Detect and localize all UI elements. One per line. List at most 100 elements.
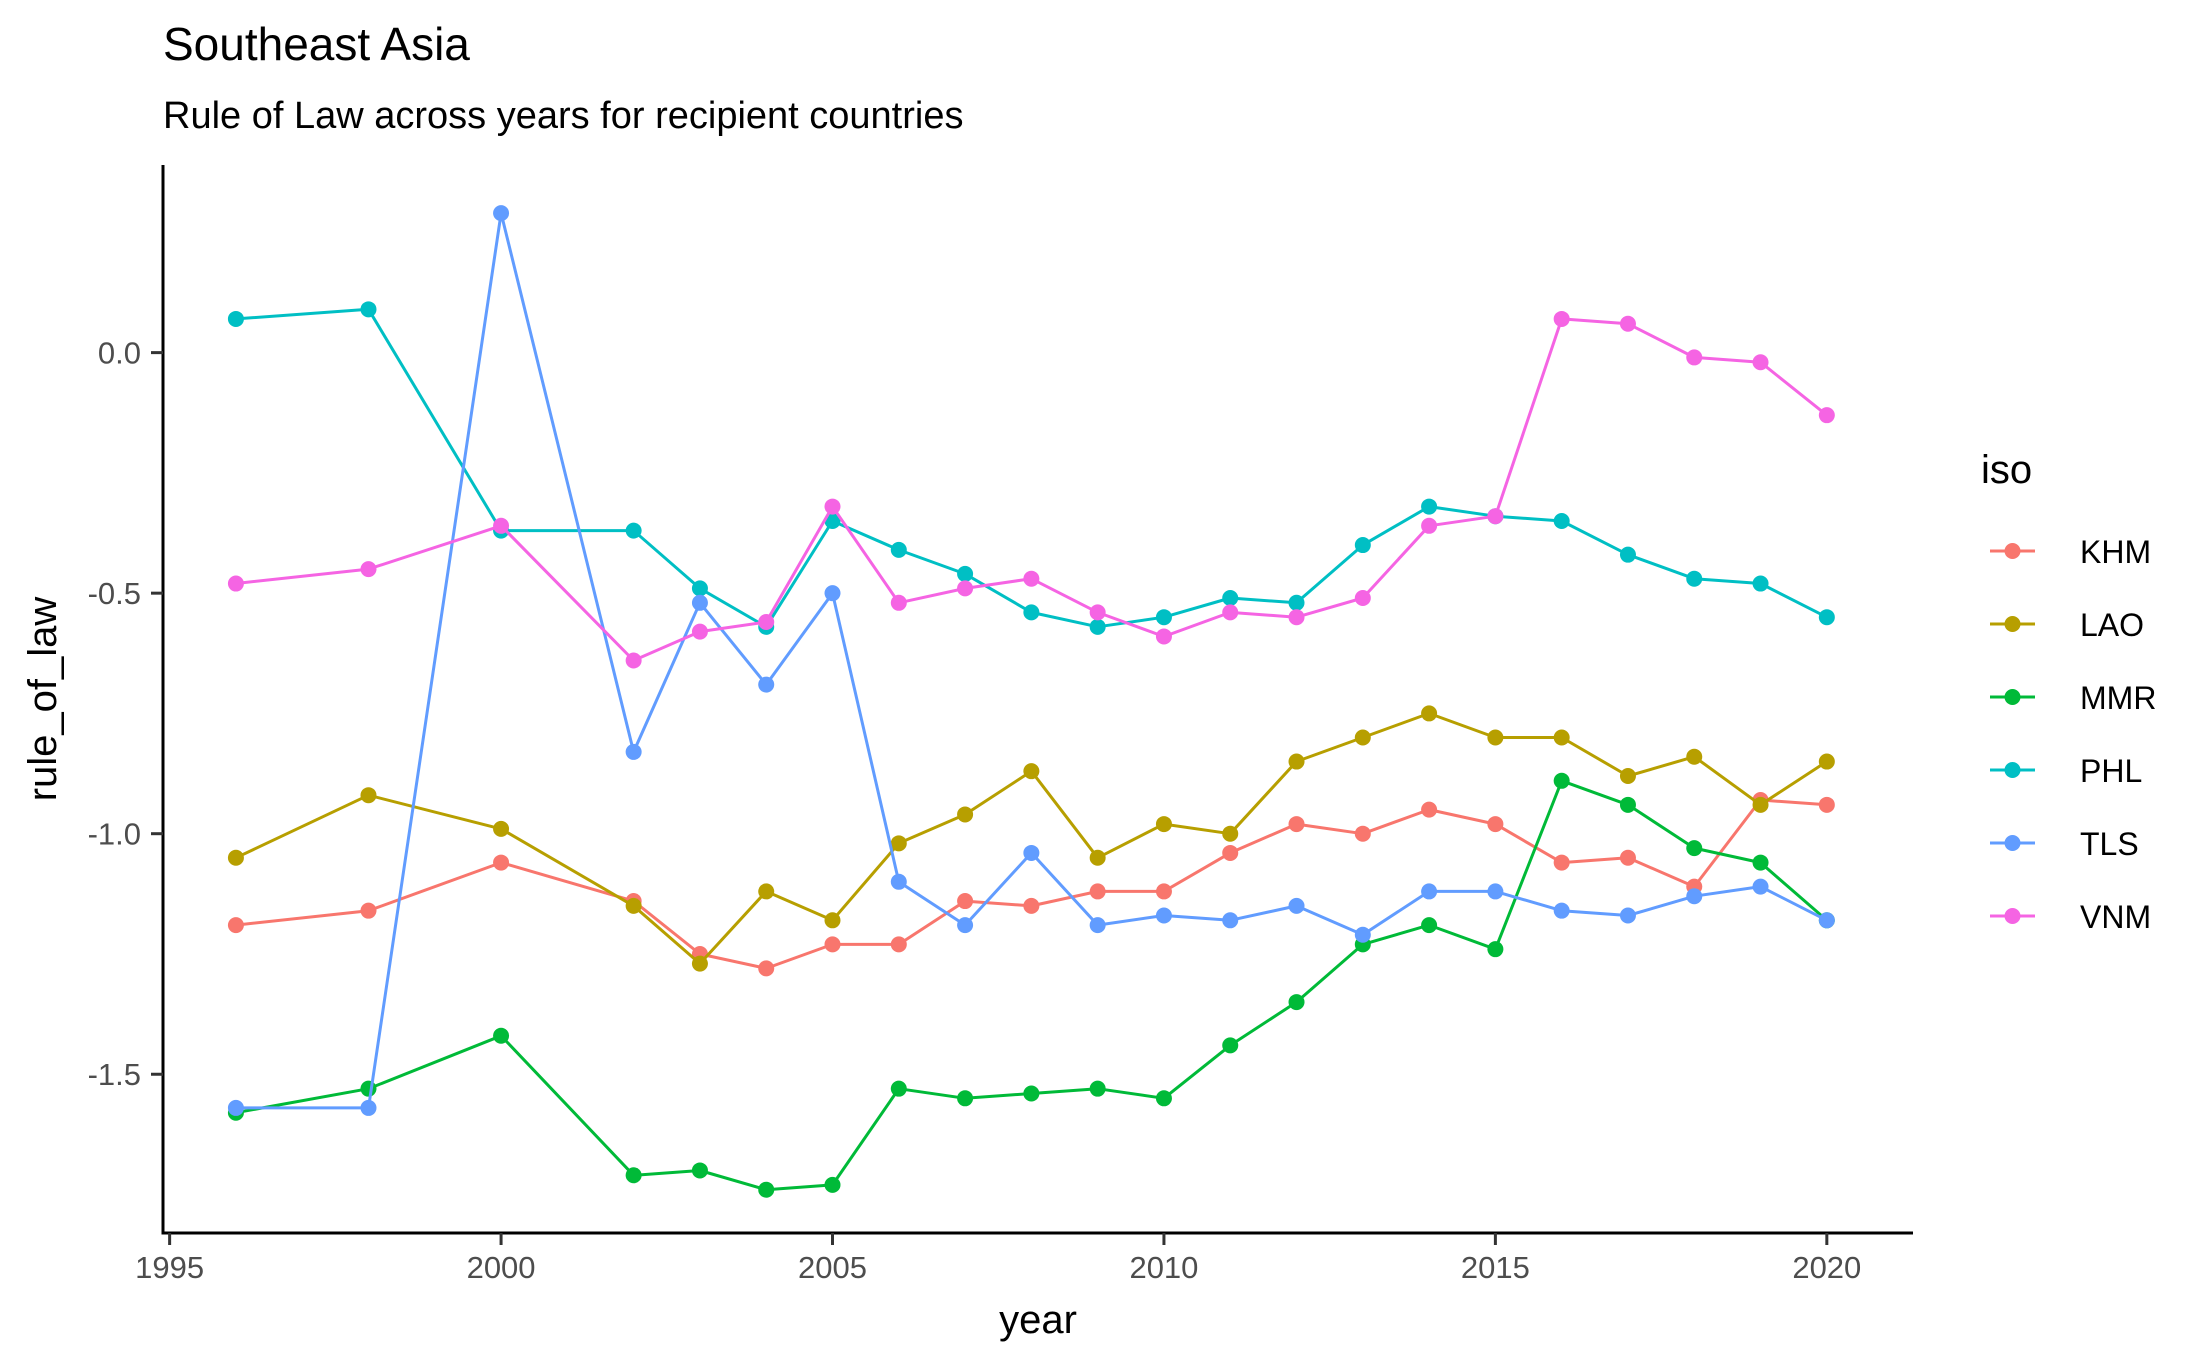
data-point-tls — [625, 743, 642, 760]
data-point-tls — [1288, 897, 1305, 914]
data-point-vnm — [824, 498, 841, 515]
data-point-tls — [1354, 926, 1371, 943]
y-tick-label: -1.0 — [88, 817, 141, 852]
x-tick-label: 2020 — [1792, 1250, 1861, 1285]
data-point-phl — [1089, 618, 1106, 635]
data-point-tls — [1686, 888, 1703, 905]
series-line-lao — [235, 711, 1828, 966]
data-point-vnm — [1089, 604, 1106, 621]
data-point-lao — [360, 787, 377, 804]
y-tick-label: 0.0 — [98, 336, 141, 371]
data-point-tls — [957, 917, 974, 934]
data-point-tls — [1752, 878, 1769, 895]
data-point-khm — [1421, 801, 1438, 818]
data-point-mmr — [1222, 1037, 1239, 1054]
chart-subtitle: Rule of Law across years for recipient c… — [163, 95, 963, 137]
data-point-tls — [890, 873, 907, 890]
data-point-vnm — [1619, 315, 1636, 332]
legend-key-point — [2004, 689, 2021, 705]
series-line-khm — [235, 798, 1827, 970]
data-point-phl — [1222, 589, 1239, 606]
data-point-lao — [1487, 729, 1504, 746]
axes — [161, 165, 1913, 1235]
data-point-phl — [1421, 498, 1438, 515]
legend-item-tls: TLS — [1990, 826, 2139, 862]
data-point-lao — [1752, 796, 1769, 813]
data-point-khm — [1155, 883, 1172, 900]
legend-label: LAO — [2080, 607, 2144, 643]
data-point-tls — [1818, 912, 1835, 929]
data-point-khm — [890, 936, 907, 953]
data-point-tls — [1487, 883, 1504, 900]
data-point-khm — [1619, 849, 1636, 866]
data-point-phl — [957, 565, 974, 582]
data-point-vnm — [890, 594, 907, 611]
data-point-khm — [1288, 816, 1305, 833]
data-point-mmr — [360, 1080, 377, 1097]
series-line-phl — [235, 307, 1828, 629]
data-point-phl — [1288, 594, 1305, 611]
legend-key-point — [2004, 762, 2021, 778]
data-point-lao — [1421, 705, 1438, 722]
data-point-phl — [1155, 609, 1172, 626]
data-point-phl — [625, 522, 642, 539]
data-point-lao — [890, 835, 907, 852]
data-point-khm — [1354, 825, 1371, 842]
data-point-phl — [1619, 546, 1636, 563]
data-point-khm — [758, 960, 775, 977]
data-point-mmr — [691, 1162, 708, 1179]
data-point-mmr — [1023, 1085, 1040, 1102]
data-point-vnm — [1354, 589, 1371, 606]
legend-key-point — [2004, 543, 2021, 559]
x-tick-label: 2000 — [467, 1250, 536, 1285]
x-tick-label: 2005 — [798, 1250, 867, 1285]
y-ticks: 0.0 -0.5 -1.0 -1.5 — [88, 336, 163, 1092]
legend-title: iso — [1981, 448, 2032, 492]
data-point-phl — [360, 301, 377, 318]
data-point-lao — [1686, 748, 1703, 765]
legend-item-lao: LAO — [1990, 607, 2144, 643]
y-tick-label: -1.5 — [88, 1057, 141, 1092]
legend-item-khm: KHM — [1990, 534, 2151, 570]
data-point-lao — [227, 849, 244, 866]
data-point-vnm — [758, 614, 775, 631]
data-point-tls — [758, 676, 775, 693]
data-point-khm — [1553, 854, 1570, 871]
series-line-vnm — [235, 317, 1828, 662]
data-point-mmr — [1421, 917, 1438, 934]
data-point-lao — [957, 806, 974, 823]
series-layer — [227, 205, 1835, 1198]
legend-label: PHL — [2080, 753, 2142, 789]
x-tick-label: 1995 — [135, 1250, 204, 1285]
data-point-mmr — [1288, 994, 1305, 1011]
data-point-phl — [1686, 570, 1703, 587]
data-point-tls — [227, 1099, 244, 1116]
legend-label: TLS — [2080, 826, 2139, 862]
data-point-tls — [691, 594, 708, 611]
data-point-mmr — [493, 1027, 510, 1044]
data-point-mmr — [824, 1176, 841, 1193]
legend-item-mmr: MMR — [1990, 680, 2156, 716]
data-point-mmr — [890, 1080, 907, 1097]
data-point-vnm — [1487, 508, 1504, 525]
legend-key-point — [2004, 616, 2021, 632]
legend-label: VNM — [2080, 899, 2151, 935]
data-point-mmr — [1686, 840, 1703, 857]
legend-label: KHM — [2080, 534, 2151, 570]
legend-label: MMR — [2080, 680, 2156, 716]
data-point-mmr — [1553, 772, 1570, 789]
data-point-khm — [1818, 796, 1835, 813]
data-point-khm — [957, 893, 974, 910]
data-point-phl — [824, 513, 841, 529]
data-point-lao — [1089, 849, 1106, 866]
legend-items: KHM LAO MMR PHL TLS VNM — [1990, 534, 2156, 935]
data-point-lao — [493, 820, 510, 837]
legend-item-vnm: VNM — [1990, 899, 2151, 935]
data-point-phl — [890, 541, 907, 558]
data-point-phl — [1818, 609, 1835, 626]
data-point-khm — [1023, 897, 1040, 914]
data-point-vnm — [1023, 570, 1040, 587]
data-point-mmr — [1155, 1090, 1172, 1107]
legend-key-point — [2004, 908, 2021, 924]
